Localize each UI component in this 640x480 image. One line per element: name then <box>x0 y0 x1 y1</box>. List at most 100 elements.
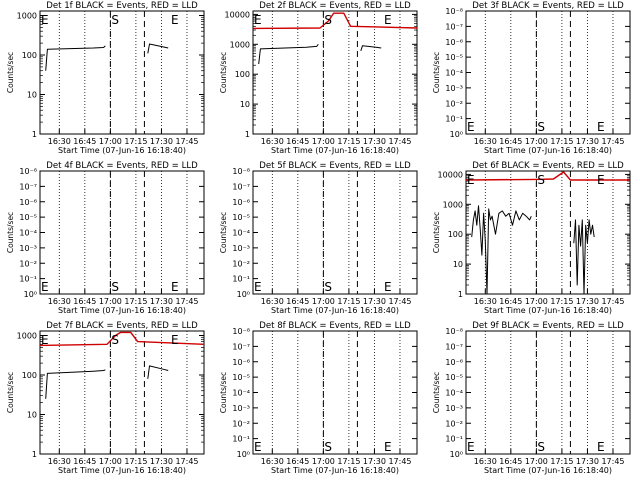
y-tick-label: 10⁻³ <box>445 404 463 413</box>
y-axis-label: Counts/sec <box>219 372 228 413</box>
x-tick-label: 17:30 <box>576 297 599 306</box>
y-tick-label: 10⁻⁴ <box>445 69 463 78</box>
y-tick-label: 10⁰ <box>450 450 463 459</box>
segment-marker: E <box>254 13 262 27</box>
y-tick-label: 10⁰ <box>237 450 250 459</box>
x-tick-label: 17:15 <box>550 297 573 306</box>
panel-title: Det 5f BLACK = Events, RED = LLD <box>259 161 411 171</box>
x-tick-label: 16:30 <box>48 457 71 466</box>
y-tick-label: 10⁰ <box>237 290 250 299</box>
x-tick-label: 17:45 <box>388 137 411 146</box>
segment-marker: E <box>597 120 605 134</box>
y-tick-label: 10⁻² <box>232 419 250 428</box>
y-tick-label: 10⁻⁸ <box>19 167 37 176</box>
x-axis-label: Start Time (07-Jun-16 16:18:40) <box>58 466 186 475</box>
x-tick-label: 17:30 <box>363 457 386 466</box>
detector-panel: Det 3f BLACK = Events, RED = LLD 10⁰ 10⁻¹ 1… <box>432 1 631 155</box>
x-tick-label: 17:00 <box>525 137 548 146</box>
detector-panel: Det 9f BLACK = Events, RED = LLD 10⁰ 10⁻¹ 1… <box>432 321 631 475</box>
x-tick-label: 16:45 <box>499 457 522 466</box>
y-tick-label: 10⁻¹ <box>445 115 463 124</box>
plot-frame <box>39 330 205 455</box>
y-tick-label: 10⁻⁸ <box>445 327 463 336</box>
x-tick-label: 16:30 <box>474 137 497 146</box>
events-series-line <box>471 205 532 295</box>
y-axis-label: Counts/sec <box>219 212 228 253</box>
detector-panel: Det 7f BLACK = Events, RED = LLD 1 10 100 10… <box>6 321 205 475</box>
lld-series-line <box>39 331 205 347</box>
x-tick-label: 17:30 <box>150 457 173 466</box>
y-tick-label: 10⁻⁶ <box>19 198 37 207</box>
y-axis-label: Counts/sec <box>6 212 15 253</box>
segment-marker: E <box>41 280 49 294</box>
events-series-line <box>147 43 169 54</box>
y-tick-label: 10 <box>27 411 37 420</box>
x-tick-label: 17:30 <box>576 457 599 466</box>
y-tick-label: 100 <box>235 70 250 79</box>
events-series-line <box>258 43 319 65</box>
y-axis-label: Counts/sec <box>432 212 441 253</box>
panel-title: Det 3f BLACK = Events, RED = LLD <box>472 1 624 11</box>
y-tick-label: 10⁻³ <box>445 84 463 93</box>
y-tick-label: 10 <box>27 91 37 100</box>
segment-marker: S <box>537 173 545 187</box>
plot-frame <box>252 10 418 135</box>
x-tick-label: 16:45 <box>499 297 522 306</box>
x-tick-label: 17:30 <box>150 137 173 146</box>
x-tick-label: 17:45 <box>601 457 624 466</box>
detector-panel: Det 2f BLACK = Events, RED = LLD 1 10 100 10… <box>219 1 418 155</box>
y-tick-label: 10⁻² <box>445 99 463 108</box>
y-tick-label: 10⁻⁸ <box>232 327 250 336</box>
x-tick-label: 17:00 <box>525 457 548 466</box>
y-tick-label: 10⁻⁶ <box>445 38 463 47</box>
segment-marker: S <box>324 280 332 294</box>
x-axis-label: Start Time (07-Jun-16 16:18:40) <box>58 306 186 315</box>
x-tick-label: 16:45 <box>73 137 96 146</box>
y-tick-label: 10⁻⁸ <box>232 167 250 176</box>
x-axis-label: Start Time (07-Jun-16 16:18:40) <box>484 146 612 155</box>
segment-marker: E <box>467 173 475 187</box>
segment-marker: S <box>111 333 119 347</box>
x-tick-label: 17:45 <box>601 137 624 146</box>
y-tick-label: 10⁻² <box>445 419 463 428</box>
x-tick-label: 17:15 <box>124 137 147 146</box>
y-tick-label: 10⁻³ <box>19 244 37 253</box>
y-tick-label: 10⁻⁶ <box>232 198 250 207</box>
x-tick-label: 17:15 <box>550 457 573 466</box>
x-tick-label: 16:45 <box>286 297 309 306</box>
y-tick-label: 10⁻⁷ <box>19 182 37 191</box>
panel-title: Det 6f BLACK = Events, RED = LLD <box>472 161 624 171</box>
x-tick-label: 16:45 <box>286 137 309 146</box>
y-tick-label: 10⁰ <box>450 130 463 139</box>
detector-panel: Det 1f BLACK = Events, RED = LLD 1 10 100 10… <box>6 1 205 155</box>
y-tick-label: 1000 <box>230 40 250 49</box>
plot-frame <box>252 330 418 455</box>
x-tick-label: 16:30 <box>474 297 497 306</box>
lld-series-line <box>252 12 418 30</box>
x-tick-label: 17:15 <box>337 297 360 306</box>
detector-panel: Det 8f BLACK = Events, RED = LLD 10⁰ 10⁻¹ 1… <box>219 321 418 475</box>
y-tick-label: 10⁻¹ <box>232 275 250 284</box>
y-tick-label: 10⁻³ <box>232 244 250 253</box>
y-tick-label: 10⁻⁵ <box>19 213 37 222</box>
x-tick-label: 17:00 <box>99 457 122 466</box>
y-axis-label: Counts/sec <box>432 52 441 93</box>
x-tick-label: 17:30 <box>363 297 386 306</box>
segment-marker: E <box>171 13 179 27</box>
segment-marker: E <box>41 333 49 347</box>
segment-marker: S <box>537 120 545 134</box>
segment-marker: E <box>467 440 475 454</box>
x-tick-label: 17:45 <box>388 457 411 466</box>
y-tick-label: 10⁻⁴ <box>445 389 463 398</box>
segment-marker: E <box>41 13 49 27</box>
x-tick-label: 17:00 <box>312 457 335 466</box>
y-tick-label: 1 <box>32 450 37 459</box>
segment-marker: E <box>384 280 392 294</box>
x-tick-label: 17:30 <box>576 137 599 146</box>
y-tick-label: 100 <box>22 371 37 380</box>
detector-panel: Det 6f BLACK = Events, RED = LLD 1 10 100 10… <box>432 161 631 315</box>
segment-marker: E <box>254 440 262 454</box>
y-tick-label: 1000 <box>17 12 37 21</box>
plot-frame <box>465 170 631 295</box>
